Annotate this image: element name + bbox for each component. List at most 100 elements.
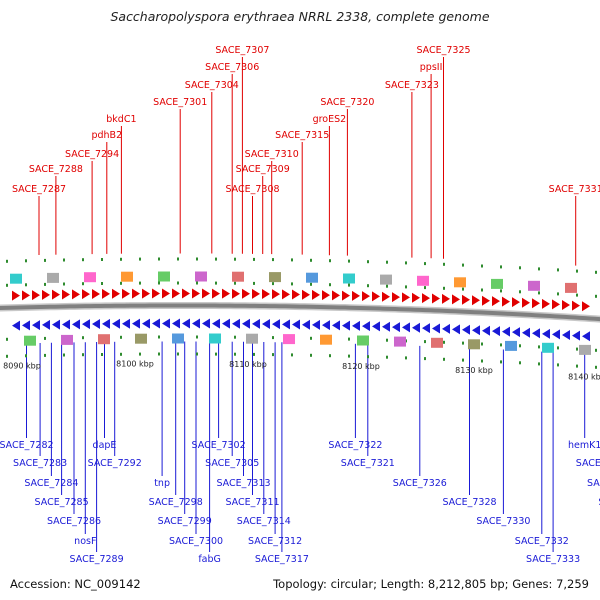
reverse-feature-box — [209, 333, 221, 344]
reverse-gene-arrow — [232, 318, 240, 329]
scale-dot — [196, 335, 198, 339]
reverse-gene-arrow — [462, 324, 470, 335]
reverse-gene-arrow — [212, 318, 220, 329]
forward-gene-arrow — [452, 294, 460, 305]
reverse-gene-arrow — [522, 327, 530, 338]
scale-dot — [177, 352, 179, 356]
forward-gene-arrow — [142, 288, 150, 299]
scale-label: 8090 kbp — [3, 361, 41, 370]
reverse-gene-arrow — [532, 328, 540, 339]
forward-feature-box — [343, 273, 355, 284]
reverse-feature-box — [61, 334, 73, 345]
reverse-gene-label: SACE_7282 — [0, 440, 54, 451]
scale-dot — [595, 348, 597, 352]
scale-dot — [557, 346, 559, 350]
scale-dot — [6, 283, 8, 287]
scale-dot — [538, 345, 540, 349]
forward-gene-arrow — [22, 290, 30, 301]
forward-gene-label: SACE_7308 — [225, 184, 279, 195]
scale-label: 8130 kbp — [455, 366, 493, 375]
forward-gene-label: SACE_7287 — [12, 184, 66, 195]
forward-gene-arrow — [192, 288, 200, 299]
forward-feature-box — [380, 274, 392, 285]
forward-gene-arrow — [362, 291, 370, 302]
reverse-feature-box — [246, 333, 258, 344]
scale-dot — [44, 282, 46, 286]
scale-dot — [386, 338, 388, 342]
forward-gene-arrow — [382, 291, 390, 302]
reverse-gene-arrow — [262, 319, 270, 330]
scale-dot — [63, 353, 65, 357]
forward-feature-box — [158, 271, 170, 282]
reverse-gene-arrow — [512, 327, 520, 338]
reverse-feature-box — [542, 342, 554, 353]
forward-feature-box — [47, 272, 59, 283]
reverse-gene-arrow — [122, 318, 130, 329]
scale-dot — [82, 282, 84, 286]
forward-gene-arrow — [52, 289, 60, 300]
scale-dot — [576, 269, 578, 273]
reverse-gene-arrow — [382, 321, 390, 332]
scale-label: 8110 kbp — [229, 360, 267, 369]
reverse-gene-arrow — [72, 319, 80, 330]
top-label-connectors — [38, 57, 577, 266]
reverse-gene-label: SACE_7336 — [576, 458, 600, 469]
scale-dot — [462, 358, 464, 362]
scale-dot — [500, 265, 502, 269]
scale-dot — [234, 257, 236, 261]
forward-gene-label: SACE_7310 — [245, 149, 299, 160]
reverse-gene-arrow — [162, 318, 170, 329]
reverse-feature-box — [579, 344, 591, 355]
scale-dot — [215, 281, 217, 285]
scale-dot — [348, 354, 350, 358]
reverse-gene-arrow — [412, 322, 420, 333]
reverse-gene-arrow — [452, 324, 460, 335]
scale-dot — [139, 281, 141, 285]
forward-gene-arrow — [472, 295, 480, 306]
forward-gene-label: SACE_7307 — [215, 45, 269, 56]
scale-dot — [481, 359, 483, 363]
reverse-gene-arrow — [432, 323, 440, 334]
forward-gene-label: SACE_7306 — [205, 62, 259, 73]
forward-gene-label: SACE_7315 — [275, 130, 329, 141]
forward-gene-arrow — [222, 288, 230, 299]
forward-gene-label: SACE_7294 — [65, 149, 119, 160]
scale-dot — [158, 352, 160, 356]
reverse-gene-label: SACE_7289 — [70, 554, 124, 565]
forward-gene-arrow — [542, 298, 550, 309]
bottom-label-connectors — [26, 341, 586, 552]
scale-dot — [424, 262, 426, 266]
reverse-gene-arrow — [482, 325, 490, 336]
reverse-gene-label: SACE_7328 — [442, 497, 496, 508]
reverse-feature-box — [283, 334, 295, 345]
forward-gene-arrow — [322, 290, 330, 301]
forward-gene-arrow — [312, 289, 320, 300]
scale-dot — [519, 361, 521, 365]
scale-dot — [367, 284, 369, 288]
forward-gene-arrow — [12, 290, 20, 301]
scale-dot — [120, 352, 122, 356]
reverse-gene-arrow — [502, 326, 510, 337]
forward-gene-arrow — [522, 297, 530, 308]
scale-dot — [101, 258, 103, 261]
forward-gene-arrow — [62, 289, 70, 300]
scale-dot — [63, 258, 65, 262]
scale-dot — [215, 257, 217, 261]
scale-dot — [367, 260, 369, 264]
scale-dot — [25, 283, 27, 287]
scale-dot — [158, 335, 160, 339]
scale-dot — [576, 347, 578, 351]
forward-gene-arrow — [562, 299, 570, 310]
reverse-gene-label: SACE_7298 — [149, 497, 203, 508]
scale-dot — [272, 336, 274, 340]
reverse-gene-arrow — [272, 319, 280, 330]
scale-dot — [139, 352, 141, 356]
forward-gene-arrow — [482, 295, 490, 306]
forward-feature-box — [269, 272, 281, 283]
forward-feature-box — [528, 280, 540, 291]
forward-gene-arrow — [42, 289, 50, 300]
forward-gene-arrow — [112, 288, 120, 299]
forward-gene-arrow — [582, 301, 590, 312]
reverse-gene-arrow — [392, 322, 400, 333]
forward-gene-label: groES2 — [313, 114, 347, 125]
